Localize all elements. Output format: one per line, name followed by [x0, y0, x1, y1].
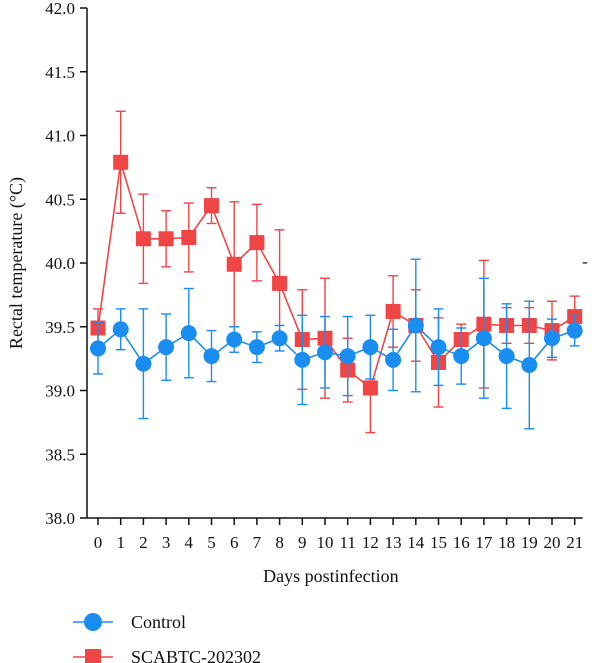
data-point — [226, 256, 242, 272]
data-point — [158, 231, 174, 247]
data-point — [135, 355, 152, 372]
data-point — [498, 348, 515, 365]
series-scabtc-202302 — [90, 110, 583, 434]
x-tick-label: 2 — [139, 533, 148, 552]
x-tick-label: 17 — [475, 533, 493, 552]
legend-label: Control — [131, 612, 186, 632]
y-axis-title: Rectal temperature (°C) — [6, 177, 27, 349]
x-tick-label: 10 — [317, 533, 334, 552]
y-tick-label: 42.0 — [45, 0, 75, 18]
series-control — [90, 258, 583, 430]
legend-item-control: Control — [73, 612, 186, 632]
x-tick-label: 19 — [521, 533, 538, 552]
data-point — [385, 351, 402, 368]
data-point — [90, 340, 106, 357]
x-ticks: 0 1 2 3 4 5 6 7 8 9 10 11 12 13 14 15 16 17 18 19 20 21 — [94, 518, 583, 552]
data-point — [566, 322, 583, 339]
legend-label: SCABTC-202302 — [131, 647, 261, 663]
data-point — [430, 339, 447, 356]
data-point — [158, 339, 175, 356]
y-tick-label: 40.0 — [45, 254, 75, 273]
plot-area — [90, 110, 583, 434]
data-point — [317, 344, 333, 361]
data-point — [249, 235, 265, 251]
data-point — [453, 348, 470, 365]
data-point — [294, 351, 311, 368]
y-tick-label: 41.0 — [45, 127, 75, 146]
x-tick-label: 5 — [207, 533, 216, 552]
x-tick-label: 12 — [362, 533, 379, 552]
data-point — [180, 325, 197, 342]
x-tick-label: 1 — [116, 533, 125, 552]
data-point — [521, 357, 538, 373]
data-point — [271, 330, 288, 347]
data-point — [203, 348, 220, 365]
legend-marker — [85, 649, 101, 663]
data-point — [544, 330, 560, 347]
x-tick-label: 4 — [185, 533, 194, 552]
x-tick-label: 11 — [340, 533, 356, 552]
data-point — [113, 154, 129, 170]
x-tick-label: 6 — [230, 533, 239, 552]
x-tick-label: 0 — [94, 533, 103, 552]
data-point — [248, 339, 265, 356]
legend: Control SCABTC-202302 — [73, 612, 261, 663]
y-axis: 38.0 38.5 39.0 39.5 40.0 40.5 41.0 41.5 42.0 Rec… — [6, 0, 88, 528]
data-point — [339, 348, 356, 365]
series-line — [97, 324, 575, 366]
data-point — [407, 317, 424, 334]
x-tick-label: 14 — [407, 533, 425, 552]
x-tick-label: 9 — [298, 533, 307, 552]
y-tick-label: 39.5 — [45, 318, 75, 337]
x-axis: 0 1 2 3 4 5 6 7 8 9 10 11 12 13 14 15 16 17 18 19 20 21 Days … — [87, 517, 583, 586]
y-tick-label: 39.0 — [45, 382, 75, 401]
data-point — [226, 331, 243, 348]
annotation-dash: - — [582, 252, 588, 271]
x-axis-title: Days postinfection — [263, 566, 398, 586]
data-point — [362, 339, 379, 356]
legend-marker — [84, 613, 102, 631]
data-point — [112, 321, 129, 338]
data-point — [181, 230, 197, 245]
y-tick-label: 38.0 — [45, 509, 75, 528]
data-point — [272, 275, 288, 291]
x-tick-label: 15 — [430, 533, 447, 552]
y-tick-label: 40.5 — [45, 190, 75, 209]
data-point — [362, 380, 378, 396]
x-tick-label: 13 — [385, 533, 402, 552]
x-tick-label: 20 — [544, 533, 561, 552]
data-point — [475, 330, 492, 347]
y-tick-label: 38.5 — [45, 445, 75, 464]
data-point — [204, 198, 219, 214]
x-tick-label: 8 — [275, 533, 284, 552]
y-tick-label: 41.5 — [45, 63, 75, 82]
x-tick-label: 7 — [253, 533, 262, 552]
x-tick-label: 21 — [566, 533, 583, 552]
x-tick-label: 18 — [498, 533, 515, 552]
legend-item-scabtc-202302: SCABTC-202302 — [73, 647, 261, 663]
x-tick-label: 3 — [162, 533, 171, 552]
data-point — [385, 303, 401, 319]
data-point — [135, 231, 151, 247]
x-tick-label: 16 — [453, 533, 470, 552]
y-ticks: 38.0 38.5 39.0 39.5 40.0 40.5 41.0 41.5 42.0 — [45, 0, 87, 528]
